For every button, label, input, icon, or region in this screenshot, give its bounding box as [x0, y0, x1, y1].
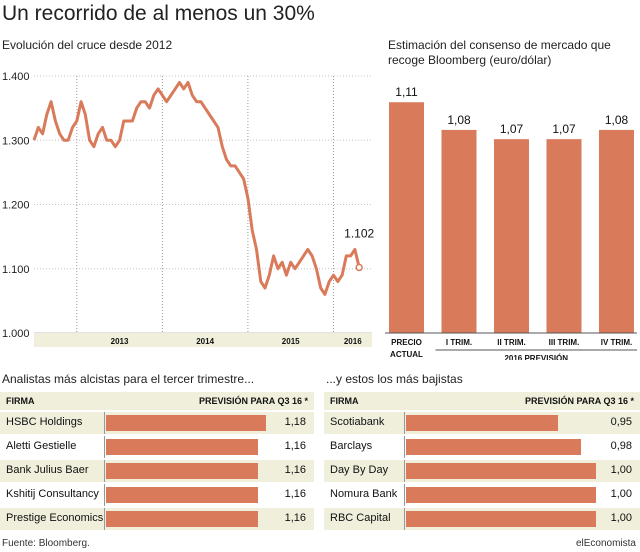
firm-name: Aletti Gestielle [6, 440, 77, 452]
category-label: PRECIO [391, 338, 422, 347]
x-tick-label: 2014 [196, 337, 214, 346]
bar-value-label: 1,08 [605, 113, 629, 127]
forecast-value: 0,95 [610, 416, 632, 428]
bearish-table-title: ...y estos los más bajistas [326, 372, 463, 386]
source-note: Fuente: Bloomberg. [2, 538, 90, 549]
brand-logo: elEconomista [575, 538, 636, 549]
forecast-bar [106, 463, 259, 479]
x-tick-label: 2016 [344, 337, 362, 346]
forecast-value: 1,18 [284, 416, 306, 428]
forecast-bar [106, 487, 259, 503]
column-divider [104, 460, 105, 482]
forecast-bar [406, 415, 558, 431]
firm-name: Barclays [330, 440, 373, 452]
forecast-value: 1,00 [610, 464, 632, 476]
firm-name: Bank Julius Baer [6, 464, 89, 476]
forecast-bar [106, 439, 259, 455]
x-tick-label: 2013 [111, 337, 129, 346]
forecast-value: 0,98 [610, 440, 632, 452]
column-divider [404, 484, 405, 506]
y-tick-label: 1.400 [2, 71, 30, 83]
forecast-value: 1,16 [284, 440, 306, 452]
table-row: Aletti Gestielle 1,16 [0, 436, 314, 458]
y-tick-label: 1.100 [2, 264, 30, 276]
y-tick-label: 1.200 [2, 200, 30, 212]
bar-value-label: 1,07 [500, 122, 524, 136]
forecast-bar [406, 511, 596, 527]
bar-3 [494, 139, 529, 333]
exchange-rate-line-chart: 1.400 1.300 1.200 1.100 1.000 2013 2014 2015 201… [2, 71, 375, 347]
forecast-bar [106, 415, 266, 431]
y-tick-label: 1.300 [2, 135, 30, 147]
column-header-firm: FIRMA [330, 396, 359, 406]
firm-name: Day By Day [330, 464, 389, 476]
column-divider [104, 484, 105, 506]
table-row: Scotiabank 0,95 [324, 412, 640, 434]
firm-name: Kshitij Consultancy [6, 488, 99, 500]
bar-value-label: 1,11 [395, 85, 418, 99]
column-divider [104, 412, 105, 434]
category-label: I TRIM. [446, 338, 472, 347]
table-header: FIRMA PREVISIÓN PARA Q3 16 * [324, 392, 640, 410]
column-divider [104, 436, 105, 458]
bar-5 [599, 129, 634, 333]
bar-value-label: 1,07 [552, 122, 576, 136]
forecast-bar [406, 463, 596, 479]
forecast-value: 1,16 [284, 464, 306, 476]
table-row: Day By Day 1,00 [324, 460, 640, 482]
forecast-value: 1,00 [610, 512, 632, 524]
category-label: IV TRIM. [601, 338, 633, 347]
firm-name: Scotiabank [330, 416, 385, 428]
column-divider [404, 508, 405, 530]
consensus-bar-chart: 1,11 1,08 1,07 1,07 1,08 PRECIO ACTUAL I TRIM. I… [385, 85, 637, 360]
column-divider [104, 508, 105, 530]
column-header-forecast: PREVISIÓN PARA Q3 16 * [198, 396, 308, 406]
page-title: Un recorrido de al menos un 30% [2, 2, 315, 25]
x-tick-label: 2015 [282, 337, 300, 346]
column-divider [404, 436, 405, 458]
group-label: 2016 PREVISIÓN [504, 354, 568, 360]
table-row: HSBC Holdings 1,18 [0, 412, 314, 434]
bar-1 [389, 102, 424, 333]
forecast-bar [106, 511, 259, 527]
table-row: Barclays 0,98 [324, 436, 640, 458]
forecast-bar [406, 439, 581, 455]
firm-name: Prestige Economics [6, 512, 104, 524]
table-row: RBC Capital 1,00 [324, 508, 640, 530]
bar-value-label: 1,08 [447, 113, 471, 127]
table-header: FIRMA PREVISIÓN PARA Q3 16 * [0, 392, 314, 410]
category-label: III TRIM. [549, 338, 580, 347]
bullish-table-title: Analistas más alcistas para el tercer tr… [2, 372, 255, 386]
last-value-label: 1.102 [344, 226, 374, 240]
bar-chart-subtitle: Estimación del consenso de mercado que r… [388, 38, 611, 67]
category-label: ACTUAL [390, 350, 423, 359]
rate-series-line [32, 80, 361, 296]
bar-4 [546, 139, 582, 333]
firm-name: Nomura Bank [330, 488, 398, 500]
forecast-bar [406, 487, 596, 503]
firm-name: HSBC Holdings [6, 416, 83, 428]
table-row: Nomura Bank 1,00 [324, 484, 640, 506]
column-divider [404, 460, 405, 482]
table-row: Kshitij Consultancy 1,16 [0, 484, 314, 506]
bullish-analysts-table: FIRMA PREVISIÓN PARA Q3 16 * HSBC Holdings… [0, 392, 314, 532]
table-row: Bank Julius Baer 1,16 [0, 460, 314, 482]
firm-name: RBC Capital [330, 512, 391, 524]
forecast-value: 1,16 [284, 512, 306, 524]
column-header-forecast: PREVISIÓN PARA Q3 16 * [524, 396, 634, 406]
line-chart-subtitle: Evolución del cruce desde 2012 [2, 38, 173, 52]
bearish-analysts-table: FIRMA PREVISIÓN PARA Q3 16 * Scotiabank 0,9… [324, 392, 640, 532]
column-divider [404, 412, 405, 434]
x-axis-band [34, 333, 372, 347]
last-value-marker [355, 263, 363, 272]
forecast-value: 1,00 [610, 488, 632, 500]
forecast-value: 1,16 [284, 488, 306, 500]
bar-2 [441, 129, 477, 333]
y-tick-label: 1.000 [2, 328, 30, 340]
table-row: Prestige Economics 1,16 [0, 508, 314, 530]
category-label: II TRIM. [497, 338, 525, 347]
column-header-firm: FIRMA [6, 396, 35, 406]
